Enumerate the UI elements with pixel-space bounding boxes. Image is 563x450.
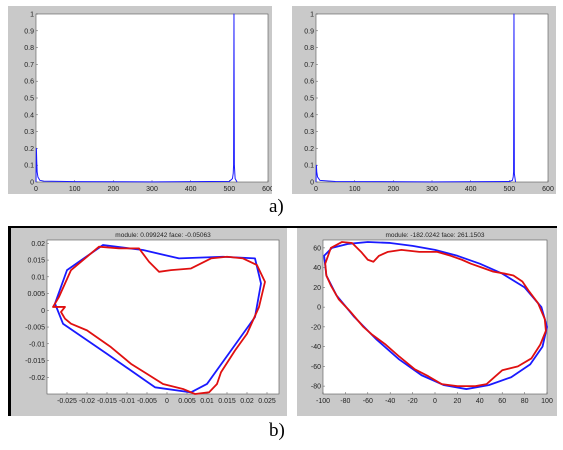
y-tick-label: -0.005 <box>25 325 45 332</box>
series-line-red <box>52 245 266 395</box>
y-tick-label: 0.1 <box>24 163 34 170</box>
x-tick-label: 100 <box>541 398 553 405</box>
y-tick-label: 0.005 <box>27 291 45 298</box>
caption-a: a) <box>269 196 284 217</box>
chart-b-left: module: 0.099242 face: -0.05063-0.025 -0.… <box>25 232 280 405</box>
y-tick-label: -0.02 <box>29 375 45 382</box>
y-tick-label: 0.4 <box>304 112 314 119</box>
x-tick-label: 80 <box>521 398 529 405</box>
y-tick-label: -80 <box>311 384 321 391</box>
y-tick-label: 0 <box>317 305 321 312</box>
y-tick-label: 0.8 <box>24 45 34 52</box>
x-tick-label: 200 <box>107 186 119 193</box>
x-tick-label: 0 <box>433 398 437 405</box>
chart-panel-b-right: module: -182.0242 face: 261.1503 -100 -80 -… <box>297 228 557 416</box>
x-tick-label: 0 <box>34 186 38 193</box>
series-line-blue <box>35 13 238 183</box>
y-tick-label: -40 <box>311 344 321 351</box>
y-tick-label: 1 <box>30 12 34 19</box>
chart-a-left: 0 100 200 300 400 500 600 0 0.1 0.2 0.3 0.4 0.5 0.6 0.… <box>24 12 272 194</box>
plot-area <box>315 13 549 183</box>
x-tick-label: 300 <box>426 186 438 193</box>
y-tick-label: 20 <box>313 285 321 292</box>
y-tick-label: 0.02 <box>31 241 45 248</box>
x-tick-label: 600 <box>262 186 272 193</box>
plot-area <box>46 239 280 395</box>
y-tick-label: 0.4 <box>24 112 34 119</box>
x-tick-label: 40 <box>476 398 484 405</box>
x-tick-label: -0.015 <box>97 398 117 405</box>
x-tick-label: 0 <box>314 186 318 193</box>
x-tick-label: 0 <box>165 398 169 405</box>
chart-title: module: -182.0242 face: 261.1503 <box>385 232 484 239</box>
x-tick-label: -0.025 <box>57 398 77 405</box>
x-tick-label: 0.02 <box>240 398 254 405</box>
y-tick-label: 40 <box>313 265 321 272</box>
plot-area <box>35 13 269 183</box>
y-tick-label: -0.01 <box>29 341 45 348</box>
x-tick-label: -60 <box>363 398 373 405</box>
separator-line <box>8 226 557 228</box>
y-tick-label: 0.5 <box>304 96 314 103</box>
y-tick-label: 0.6 <box>304 79 314 86</box>
x-tick-label: 20 <box>454 398 462 405</box>
y-tick-label: 0.3 <box>304 129 314 136</box>
y-tick-label: 0.015 <box>27 258 45 265</box>
chart-panel-b-left: module: 0.099242 face: -0.05063 -0.025 -0.… <box>11 228 287 416</box>
series-line-red <box>324 241 547 387</box>
x-tick-label: -40 <box>385 398 395 405</box>
x-tick-label: 0.01 <box>200 398 214 405</box>
y-tick-label: 0 <box>310 180 314 187</box>
x-tick-label: 100 <box>69 186 81 193</box>
x-tick-label: 300 <box>146 186 158 193</box>
chart-panel-a-left: 0 100 200 300 400 500 600 0 0.1 0.2 0.3 0.4 0.5 0.6 0.… <box>8 6 272 194</box>
x-tick-label: -0.02 <box>79 398 95 405</box>
x-tick-label: 400 <box>465 186 477 193</box>
x-tick-label: 0.025 <box>258 398 276 405</box>
series-line-blue <box>315 13 517 183</box>
y-tick-label: 0.3 <box>24 129 34 136</box>
x-tick-label: 500 <box>503 186 515 193</box>
y-tick-label: 60 <box>313 245 321 252</box>
y-tick-label: 0.5 <box>24 96 34 103</box>
y-tick-label: 0.9 <box>24 28 34 35</box>
x-tick-label: 400 <box>185 186 197 193</box>
y-tick-label: 0.6 <box>24 79 34 86</box>
y-tick-label: 0.8 <box>304 45 314 52</box>
chart-panel-a-right: 0 100 200 300 400 500 600 0 0.1 0.2 0.3 0.4 0.5 0.6 0.… <box>292 6 556 194</box>
x-tick-label: -100 <box>316 398 330 405</box>
y-tick-label: 0.1 <box>304 163 314 170</box>
y-tick-label: -60 <box>311 364 321 371</box>
y-tick-label: 1 <box>310 12 314 19</box>
y-tick-label: -0.015 <box>25 358 45 365</box>
x-tick-label: 0.005 <box>178 398 196 405</box>
series-line-blue <box>323 241 548 390</box>
caption-b: b) <box>269 420 285 441</box>
chart-a-right: 0 100 200 300 400 500 600 0 0.1 0.2 0.3 0.4 0.5 0.6 0.… <box>304 12 554 194</box>
y-tick-label: 0.7 <box>24 62 34 69</box>
y-tick-label: 0.7 <box>304 62 314 69</box>
x-tick-label: 600 <box>542 186 554 193</box>
y-tick-label: -20 <box>311 324 321 331</box>
y-tick-label: 0.01 <box>31 274 45 281</box>
chart-b-right: module: -182.0242 face: 261.1503 -100 -80 -… <box>311 232 553 405</box>
x-tick-label: 60 <box>498 398 506 405</box>
x-tick-label: 500 <box>223 186 235 193</box>
x-tick-label: -80 <box>340 398 350 405</box>
chart-title: module: 0.099242 face: -0.05063 <box>115 232 211 239</box>
x-tick-label: 200 <box>387 186 399 193</box>
y-tick-label: 0.2 <box>304 146 314 153</box>
x-tick-label: -20 <box>408 398 418 405</box>
x-tick-label: -0.005 <box>137 398 157 405</box>
x-tick-label: 0.015 <box>218 398 236 405</box>
y-tick-label: 0.2 <box>24 146 34 153</box>
x-tick-label: 100 <box>349 186 361 193</box>
x-tick-label: -0.01 <box>119 398 135 405</box>
plot-area <box>322 239 548 395</box>
y-tick-label: 0 <box>30 180 34 187</box>
left-border-line <box>8 226 11 416</box>
y-tick-label: 0.9 <box>304 28 314 35</box>
y-tick-label: 0 <box>41 308 45 315</box>
